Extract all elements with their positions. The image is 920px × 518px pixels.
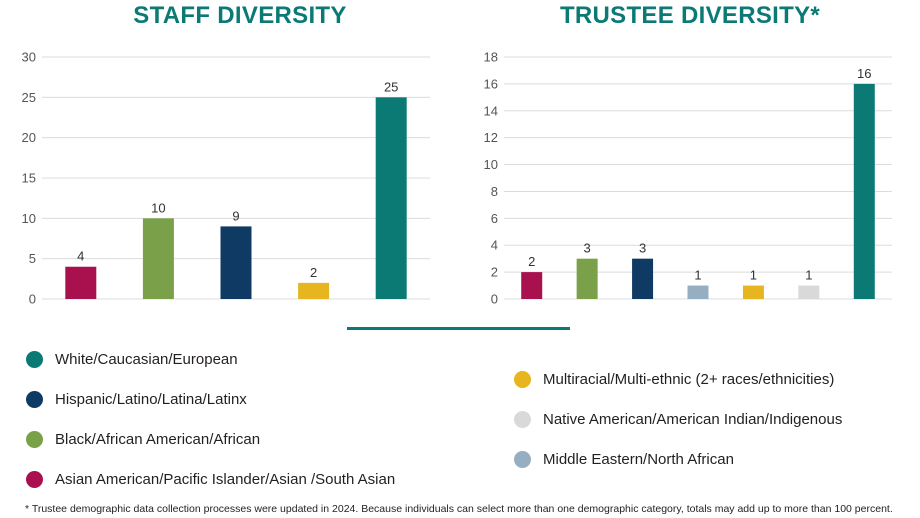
circle-icon	[514, 411, 531, 428]
trustee-chart-title: TRUSTEE DIVERSITY*	[559, 2, 821, 29]
trustee-y-tick-label: 2	[491, 265, 498, 280]
trustee-data-label: 3	[639, 241, 646, 256]
staff-data-label: 9	[232, 208, 239, 223]
diversity-bar-charts: 0 5 10 15 20 25 30 4 10 9 2 25 0 2 4 6 8 10 12 14 16 18 2 3 3 1 1…	[22, 50, 892, 307]
staff-data-label: 2	[310, 265, 317, 280]
trustee-data-label: 2	[528, 254, 535, 269]
staff-chart-title: STAFF DIVERSITY	[133, 2, 347, 29]
staff-y-tick-label: 30	[22, 50, 36, 65]
circle-icon	[26, 471, 43, 488]
trustee-bar	[521, 272, 543, 299]
trustee-data-label: 3	[584, 241, 591, 256]
staff-bar	[298, 282, 330, 299]
trustee-bar	[576, 258, 598, 299]
trustee-data-label: 16	[857, 66, 871, 81]
trustee-y-tick-label: 14	[484, 103, 498, 118]
trustee-y-tick-label: 12	[484, 130, 498, 145]
legend-item: Middle Eastern/North African	[514, 451, 734, 468]
trustee-bar	[853, 83, 875, 299]
section-divider	[347, 327, 570, 330]
legend-label: Native American/American Indian/Indigeno…	[543, 411, 843, 428]
legend-label: Black/African American/African	[55, 431, 261, 448]
staff-bar	[142, 218, 174, 299]
circle-icon	[26, 431, 43, 448]
circle-icon	[26, 391, 43, 408]
staff-diversity-chart: 0 5 10 15 20 25 30 4 10 9 2 25	[22, 50, 430, 307]
trustee-y-tick-label: 8	[491, 184, 498, 199]
legend-item: White/Caucasian/European	[26, 351, 238, 368]
trustee-bar	[742, 285, 764, 299]
trustee-y-tick-label: 4	[491, 238, 498, 253]
staff-y-tick-label: 15	[22, 171, 36, 186]
trustee-data-label: 1	[805, 268, 812, 283]
trustee-y-tick-label: 10	[484, 157, 498, 172]
trustee-bar	[632, 258, 654, 299]
staff-bar	[375, 97, 407, 299]
legend-label: Hispanic/Latino/Latina/Latinx	[55, 391, 247, 408]
legend-item: Multiracial/Multi-ethnic (2+ races/ethni…	[514, 371, 834, 388]
trustee-bar	[687, 285, 709, 299]
trustee-y-tick-label: 18	[484, 50, 498, 65]
legend-item: Asian American/Pacific Islander/Asian /S…	[26, 471, 395, 488]
legend-label: White/Caucasian/European	[55, 351, 238, 368]
staff-data-label: 10	[151, 200, 165, 215]
staff-data-label: 25	[384, 79, 398, 94]
legend-label: Multiracial/Multi-ethnic (2+ races/ethni…	[543, 371, 835, 388]
legend-label: Middle Eastern/North African	[543, 451, 734, 468]
trustee-data-label: 1	[694, 268, 701, 283]
trustee-bar	[798, 285, 820, 299]
legend-item: Native American/American Indian/Indigeno…	[514, 411, 842, 428]
trustee-y-tick-label: 16	[484, 76, 498, 91]
legend-item: Hispanic/Latino/Latina/Latinx	[26, 391, 247, 408]
staff-data-label: 4	[77, 249, 84, 264]
trustee-y-tick-label: 6	[491, 211, 498, 226]
staff-y-tick-label: 20	[22, 130, 36, 145]
staff-bar	[65, 266, 97, 299]
circle-icon	[514, 371, 531, 388]
staff-y-tick-label: 5	[29, 251, 36, 266]
staff-y-tick-label: 25	[22, 90, 36, 105]
trustee-data-label: 1	[750, 268, 757, 283]
trustee-y-tick-label: 0	[491, 292, 498, 307]
legend-item: Black/African American/African	[26, 431, 260, 448]
trustee-diversity-chart: 0 2 4 6 8 10 12 14 16 18 2 3 3 1 1 1 16	[484, 50, 892, 307]
footnote: * Trustee demographic data collection pr…	[25, 503, 893, 515]
circle-icon	[26, 351, 43, 368]
staff-bar	[220, 226, 252, 299]
circle-icon	[514, 451, 531, 468]
staff-y-tick-label: 0	[29, 292, 36, 307]
legend-label: Asian American/Pacific Islander/Asian /S…	[55, 471, 396, 488]
staff-y-tick-label: 10	[22, 211, 36, 226]
